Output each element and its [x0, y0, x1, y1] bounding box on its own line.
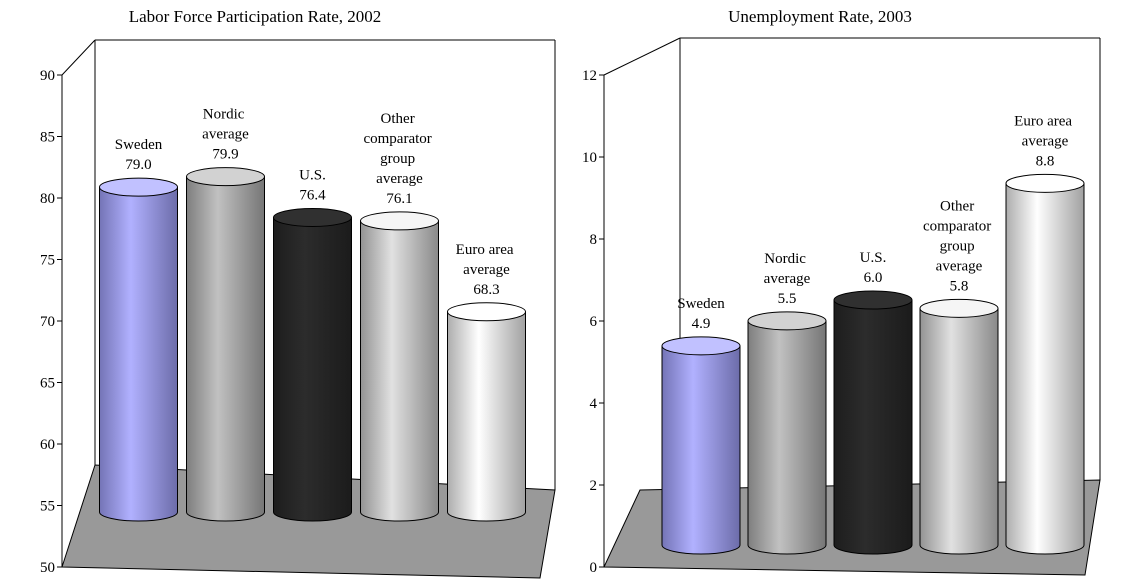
data-label: 5.8 — [950, 278, 969, 294]
wall-edge — [61, 39, 96, 76]
bar-top — [360, 211, 439, 231]
data-label: 4.9 — [692, 316, 711, 332]
y-tick-label: 8 — [590, 232, 598, 248]
y-tick-label: 90 — [40, 68, 55, 84]
bar — [186, 176, 265, 513]
y-tick-label: 50 — [40, 560, 55, 576]
category-label: Euro area average — [456, 242, 518, 278]
y-tick-label: 10 — [582, 150, 597, 166]
category-label: Nordic average — [764, 251, 811, 287]
y-tick-label: 65 — [40, 376, 55, 392]
y-tick-label: 75 — [40, 253, 55, 269]
y-tick-label: 4 — [590, 396, 598, 412]
category-label: Other comparator group average — [923, 198, 995, 274]
bar-top — [1005, 173, 1085, 193]
data-label: 68.3 — [473, 282, 499, 298]
category-label: Euro area average — [1014, 113, 1076, 149]
bar — [99, 187, 178, 512]
bar-top — [186, 167, 265, 187]
y-tick-label: 85 — [40, 130, 55, 146]
chart-title: Labor Force Participation Rate, 2002 — [129, 7, 382, 26]
data-label: 6.0 — [864, 270, 883, 286]
category-label: U.S. — [299, 167, 326, 183]
y-tick-label: 80 — [40, 191, 55, 207]
bar — [273, 217, 352, 512]
data-label: 76.4 — [299, 187, 326, 203]
y-tick-label: 12 — [582, 68, 597, 84]
category-label: Sweden — [677, 296, 725, 312]
bar — [920, 308, 998, 545]
bar-top — [661, 336, 741, 356]
y-tick-label: 70 — [40, 314, 55, 330]
category-label: Nordic average — [202, 107, 249, 143]
data-label: 76.1 — [386, 191, 412, 207]
bar-top — [833, 290, 913, 310]
data-label: 5.5 — [778, 291, 797, 307]
y-tick-label: 60 — [40, 437, 55, 453]
bar-top — [919, 298, 999, 318]
y-tick-label: 2 — [590, 478, 598, 494]
data-label: 8.8 — [1036, 153, 1055, 169]
bar — [447, 311, 526, 512]
bar — [748, 320, 826, 545]
category-label: U.S. — [860, 250, 887, 266]
bar-top — [99, 177, 178, 197]
category-label: Sweden — [115, 137, 163, 153]
bar — [662, 345, 740, 545]
category-label: Other comparator group average — [363, 111, 435, 187]
bar-top — [747, 311, 827, 331]
y-tick-label: 0 — [590, 560, 598, 576]
chart-title: Unemployment Rate, 2003 — [728, 7, 912, 26]
bar — [834, 300, 912, 545]
y-tick-label: 6 — [590, 314, 598, 330]
bar — [1006, 183, 1084, 546]
data-label: 79.0 — [125, 157, 151, 173]
data-label: 79.9 — [212, 147, 238, 163]
bar-top — [447, 302, 526, 322]
wall-edge — [603, 37, 681, 76]
bar-top — [273, 207, 352, 227]
y-tick-label: 55 — [40, 499, 55, 515]
bar — [360, 220, 439, 512]
